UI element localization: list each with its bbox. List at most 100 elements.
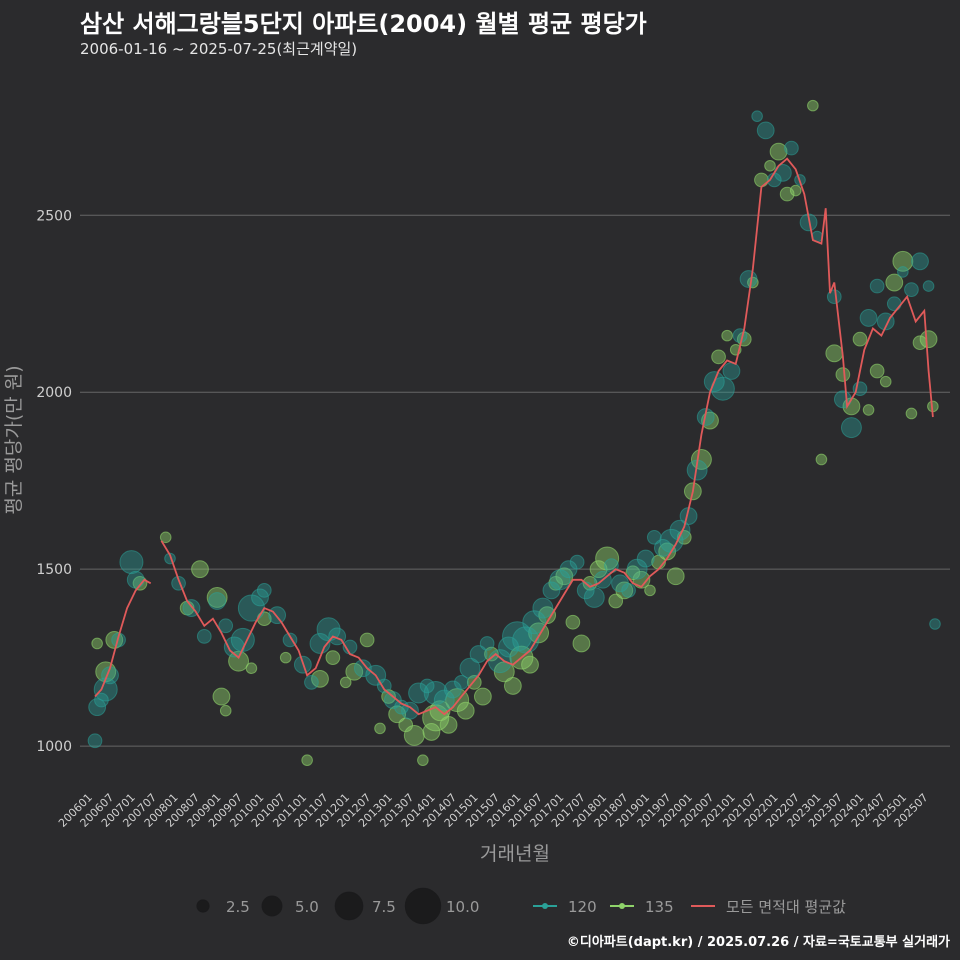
- point-135: [245, 662, 258, 675]
- point-120: [479, 636, 495, 651]
- point-135: [339, 676, 352, 689]
- point-135: [879, 375, 892, 388]
- point-135: [212, 687, 231, 706]
- point-120: [569, 554, 585, 570]
- point-135: [852, 331, 868, 347]
- chart-subtitle: 2006-01-16 ~ 2025-07-25(최근계약일): [80, 40, 358, 58]
- point-120: [353, 659, 372, 678]
- point-120: [119, 550, 144, 575]
- point-135: [825, 344, 844, 363]
- point-135: [206, 587, 228, 608]
- point-120: [542, 581, 561, 600]
- size-legend-label: 2.5: [226, 898, 250, 916]
- point-120: [459, 657, 481, 679]
- average-line: [94, 157, 934, 716]
- point-135: [456, 701, 475, 720]
- y-tick-label: 2500: [36, 208, 72, 224]
- point-135: [565, 614, 581, 630]
- point-135: [359, 632, 375, 648]
- point-120: [732, 328, 748, 343]
- point-120: [87, 733, 103, 749]
- point-135: [807, 99, 819, 112]
- point-135: [862, 404, 875, 416]
- point-135: [905, 407, 918, 420]
- point-120: [218, 618, 234, 634]
- point-135: [595, 546, 620, 571]
- point-120: [784, 140, 799, 156]
- size-legend-dot: [261, 895, 283, 917]
- series-legend-dot: [542, 903, 548, 909]
- point-135: [301, 754, 313, 767]
- point-135: [325, 650, 341, 665]
- point-135: [835, 367, 851, 382]
- point-120: [869, 278, 885, 294]
- point-120: [304, 675, 319, 690]
- point-135: [473, 687, 492, 706]
- point-120: [922, 280, 935, 292]
- point-120: [532, 597, 554, 619]
- point-135: [279, 651, 292, 664]
- point-120: [251, 588, 269, 607]
- point-135: [711, 349, 726, 365]
- point-135: [403, 725, 425, 746]
- point-135: [589, 560, 608, 579]
- point-120: [621, 583, 636, 598]
- point-135: [769, 142, 788, 161]
- x-axis-title: 거래년월: [480, 843, 550, 865]
- y-axis-title: 평균 평당가(만 원): [3, 365, 25, 514]
- series-legend-label: 120: [568, 898, 597, 916]
- point-135: [572, 634, 591, 653]
- point-135: [191, 560, 209, 579]
- point-120: [886, 296, 902, 312]
- point-120: [751, 110, 763, 123]
- point-120: [256, 583, 272, 598]
- point-135: [311, 669, 329, 688]
- point-120: [230, 627, 255, 652]
- point-120: [583, 587, 605, 608]
- point-120: [840, 417, 862, 439]
- size-legend-dot: [404, 887, 442, 925]
- point-120: [522, 610, 547, 635]
- point-135: [503, 677, 522, 695]
- series-legend-label: 135: [645, 898, 674, 916]
- point-135: [754, 172, 769, 188]
- point-120: [401, 701, 419, 720]
- point-135: [666, 567, 685, 586]
- point-120: [756, 121, 775, 140]
- point-135: [869, 363, 885, 379]
- point-120: [929, 618, 941, 630]
- point-120: [208, 592, 227, 610]
- size-legend-dot: [196, 899, 210, 913]
- point-135: [764, 159, 776, 172]
- point-135: [219, 704, 232, 717]
- point-120: [904, 282, 919, 297]
- point-120: [911, 252, 929, 271]
- source-credit: ©디아파트(dapt.kr) / 2025.07.26 / 자료=국토교통부 실…: [566, 935, 950, 950]
- point-135: [228, 650, 250, 672]
- size-legend-dot: [334, 891, 364, 921]
- point-120: [454, 675, 469, 690]
- point-135: [91, 637, 103, 650]
- point-120: [739, 270, 758, 288]
- point-135: [439, 715, 458, 734]
- point-135: [885, 273, 904, 292]
- point-120: [636, 549, 655, 568]
- point-135: [417, 754, 429, 767]
- chart-title: 삼산 서해그랑블5단지 아파트(2004) 월별 평균 평당가: [80, 10, 647, 38]
- point-135: [644, 584, 656, 597]
- point-120: [88, 698, 107, 717]
- point-135: [159, 531, 172, 544]
- point-120: [897, 266, 909, 278]
- point-120: [722, 362, 741, 380]
- point-135: [632, 570, 651, 589]
- point-135: [892, 250, 914, 272]
- size-legend-label: 10.0: [446, 898, 479, 916]
- point-135: [815, 453, 828, 466]
- point-135: [721, 329, 733, 342]
- point-120: [604, 558, 619, 573]
- point-120: [469, 645, 488, 663]
- y-tick-label: 2000: [36, 385, 72, 401]
- point-120: [309, 633, 331, 654]
- point-135: [521, 655, 539, 674]
